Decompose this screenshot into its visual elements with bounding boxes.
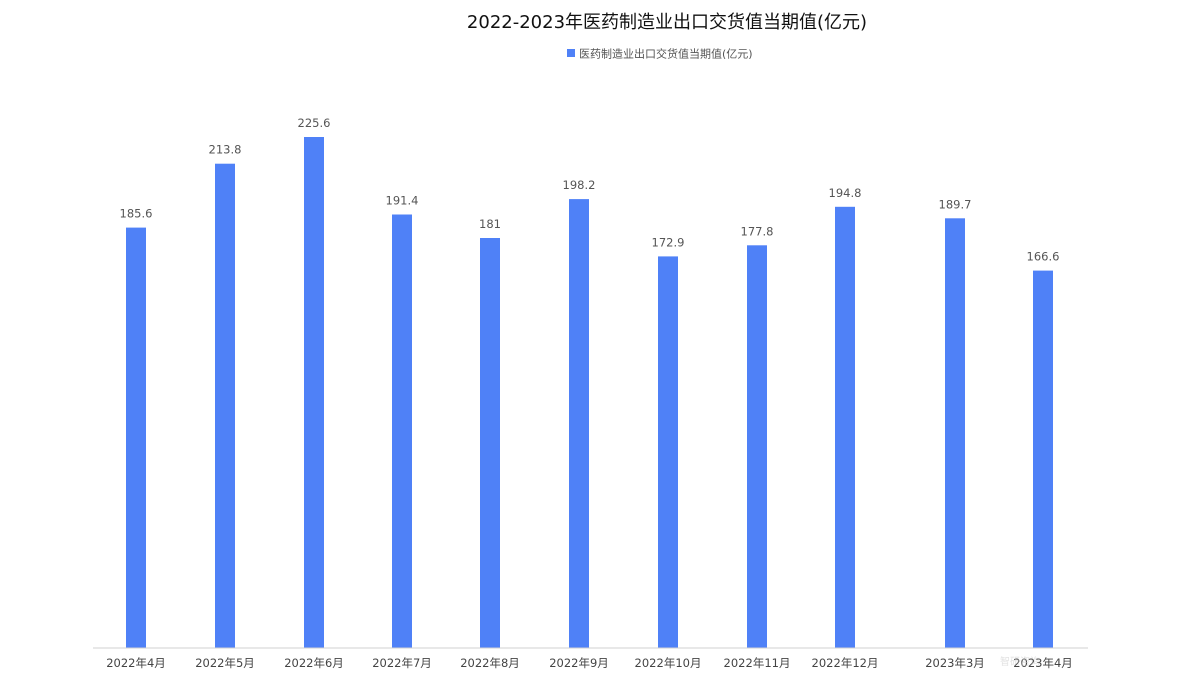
x-tick-label-9: 2023年3月: [925, 656, 985, 670]
bar-6: [658, 256, 678, 648]
legend-swatch: [567, 49, 575, 57]
x-tick-label-4: 2022年8月: [460, 656, 520, 670]
bar-1: [215, 163, 235, 648]
data-label-1: 213.8: [209, 143, 242, 157]
data-label-2: 225.6: [298, 116, 331, 130]
data-label-10: 166.6: [1027, 250, 1060, 264]
bar-9: [945, 218, 965, 649]
data-label-3: 191.4: [386, 194, 419, 208]
watermark-text: 智研咨询: [1000, 655, 1040, 668]
bar-8: [835, 206, 855, 649]
data-label-9: 189.7: [939, 197, 972, 211]
data-label-5: 198.2: [563, 178, 596, 192]
data-label-6: 172.9: [652, 235, 685, 249]
bar-3: [392, 214, 412, 648]
x-tick-label-1: 2022年5月: [195, 656, 255, 670]
x-tick-label-7: 2022年11月: [724, 656, 791, 670]
watermark: 智研咨询: [1000, 655, 1040, 668]
x-tick-label-5: 2022年9月: [549, 656, 609, 670]
x-tick-label-10: 2023年4月: [1013, 656, 1073, 670]
data-label-0: 185.6: [120, 207, 153, 221]
x-tick-label-6: 2022年10月: [635, 656, 702, 670]
x-tick-labels-group: 2022年4月 2022年5月 2022年6月 2022年7月 2022年8月 2022年…: [106, 656, 1073, 670]
data-labels-group: 185.6 213.8 225.6 191.4 181 198.2 172.9 177.8 19…: [120, 116, 1060, 264]
chart-title: 2022-2023年医药制造业出口交货值当期值(亿元): [467, 12, 867, 33]
legend-label: 医药制造业出口交货值当期值(亿元): [579, 47, 753, 61]
bar-10: [1033, 270, 1053, 648]
x-tick-label-2: 2022年6月: [284, 656, 344, 670]
data-label-7: 177.8: [741, 224, 774, 238]
data-label-8: 194.8: [829, 186, 862, 200]
x-tick-label-0: 2022年4月: [106, 656, 166, 670]
data-label-4: 181: [479, 217, 501, 231]
bar-4: [480, 238, 500, 648]
bar-5: [569, 199, 589, 648]
x-tick-label-3: 2022年7月: [372, 656, 432, 670]
bar-0: [126, 227, 146, 648]
bar-2: [304, 137, 324, 648]
bars-group: [126, 137, 1053, 649]
legend: 医药制造业出口交货值当期值(亿元): [567, 47, 753, 61]
x-tick-label-8: 2022年12月: [812, 656, 879, 670]
bar-7: [747, 245, 767, 649]
